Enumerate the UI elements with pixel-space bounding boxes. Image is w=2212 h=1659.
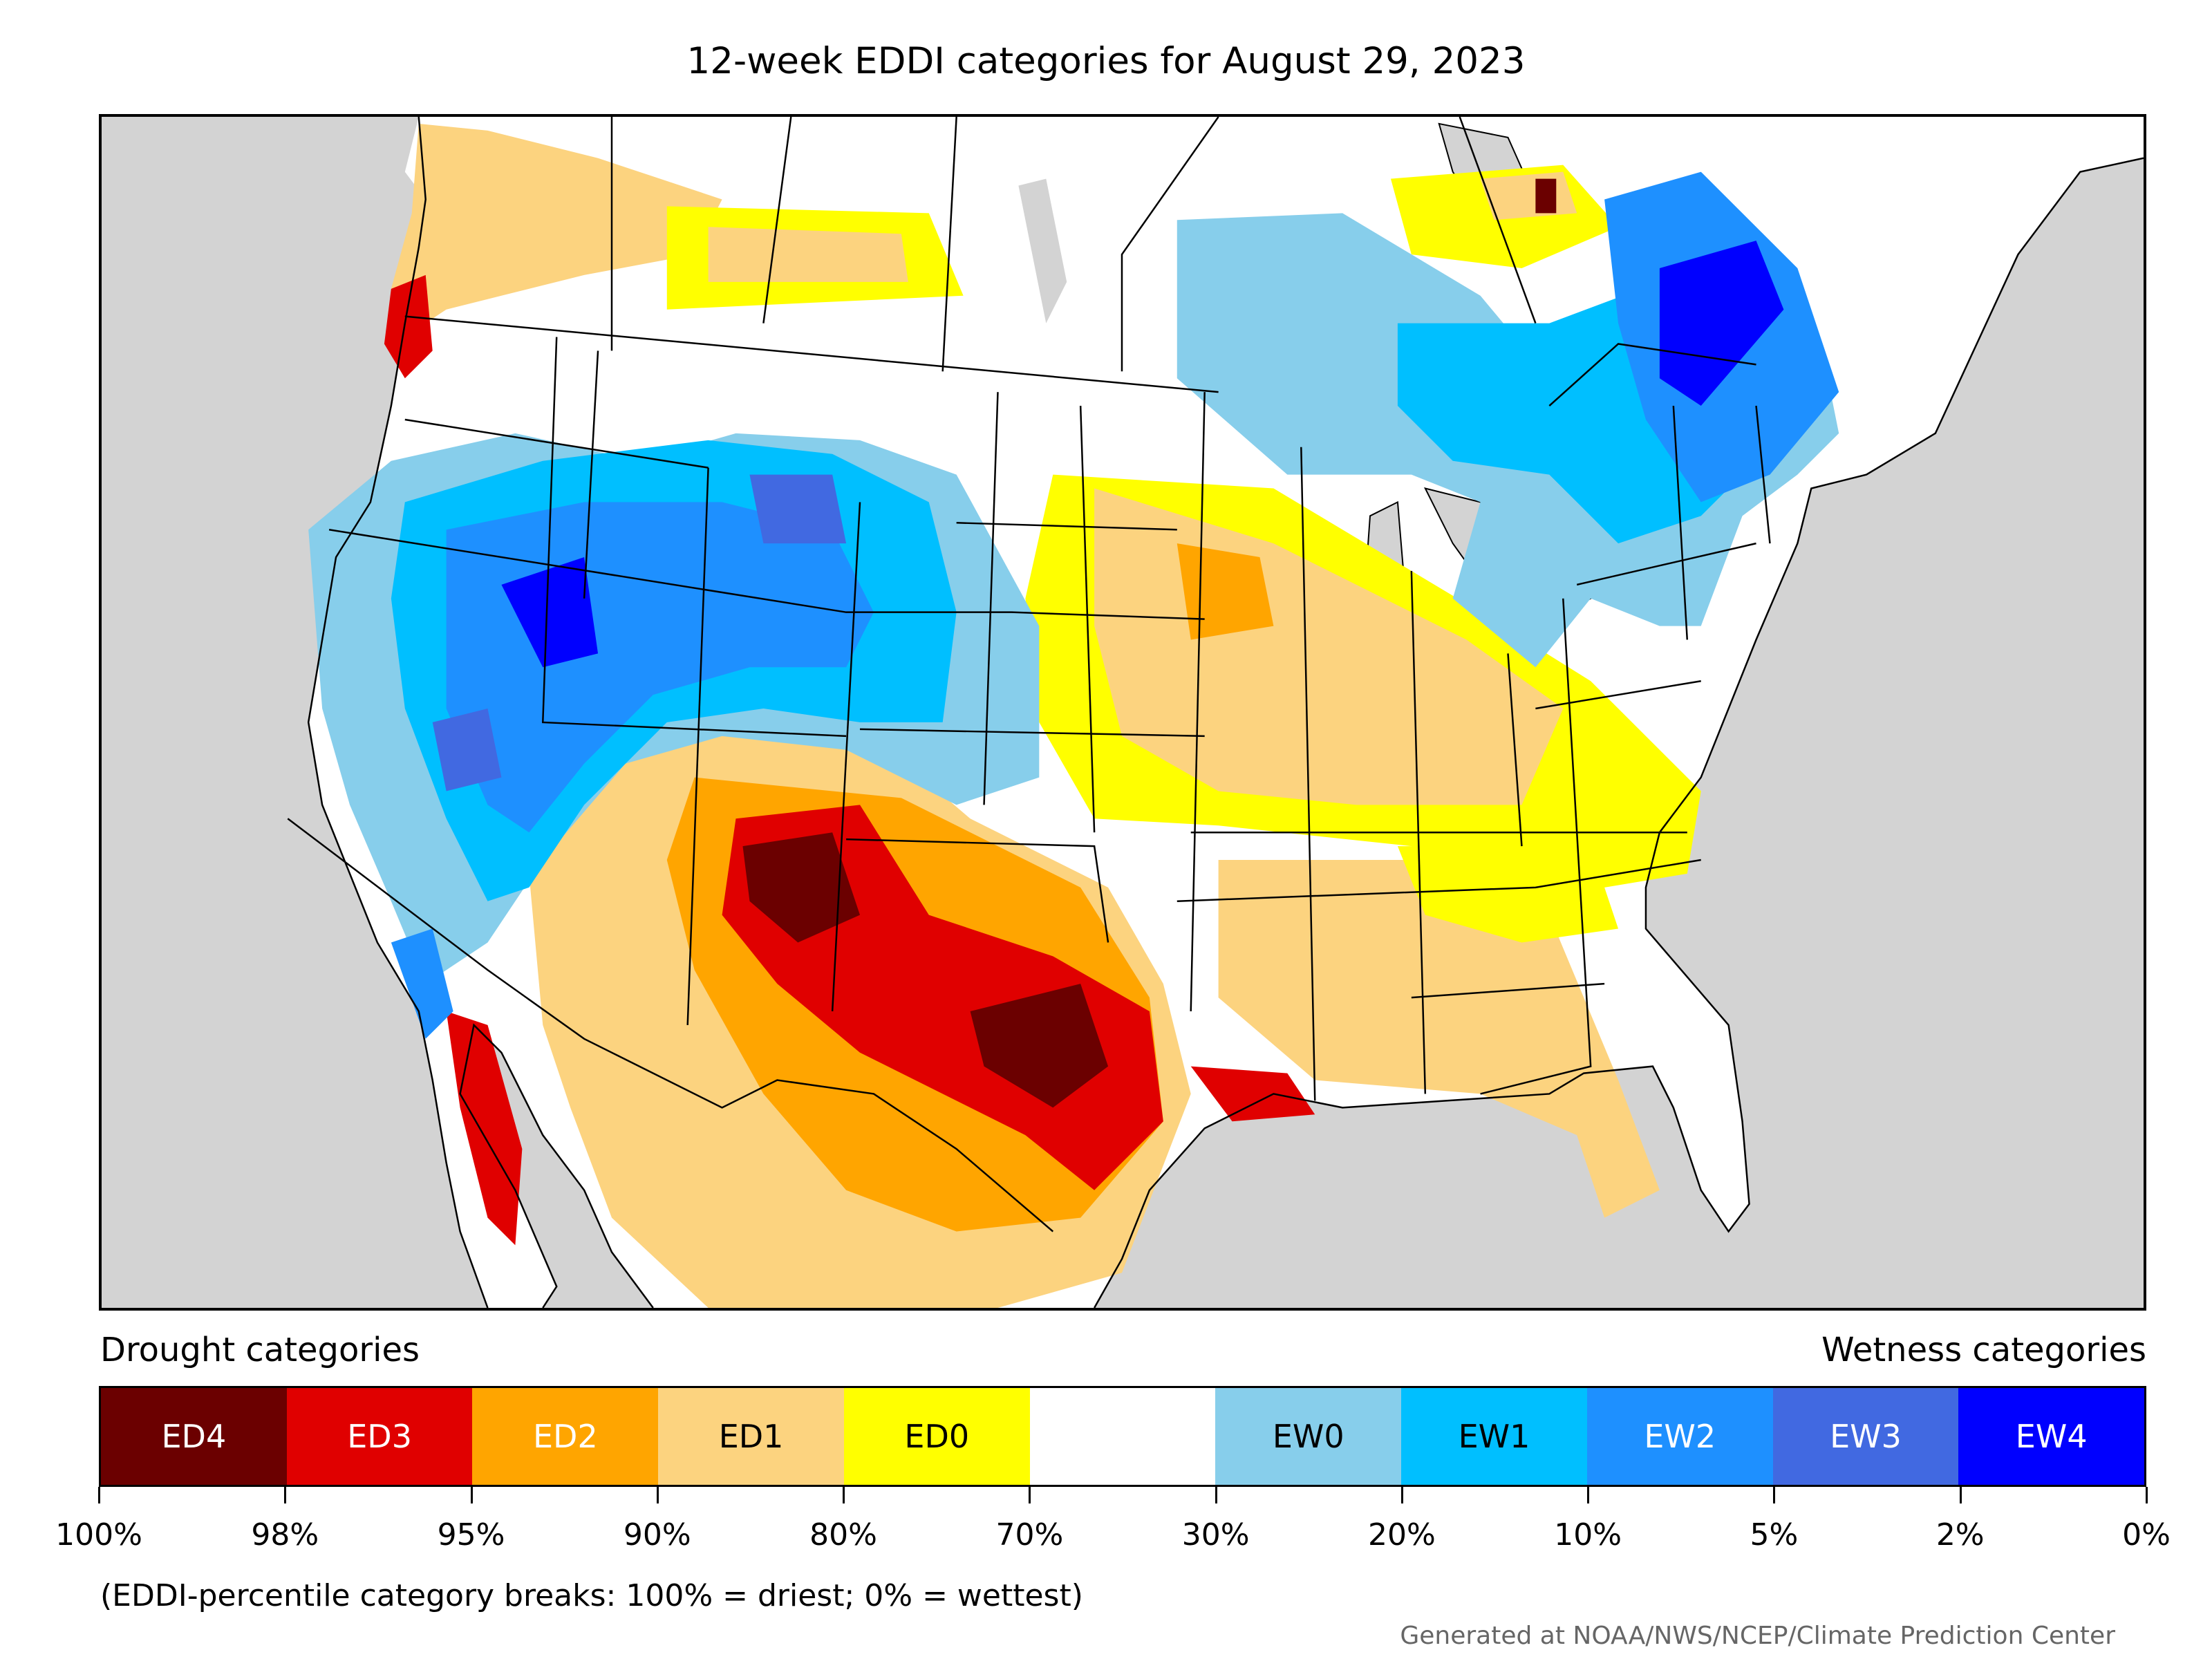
colorbar-tick bbox=[1400, 1487, 1403, 1503]
wetness-categories-heading: Wetness categories bbox=[1821, 1331, 2146, 1369]
colorbar-tick bbox=[98, 1487, 100, 1503]
colorbar-segment-ed2: ED2 bbox=[472, 1388, 659, 1485]
colorbar-tick bbox=[1215, 1487, 1217, 1503]
coastal-ca-ew bbox=[391, 928, 453, 1039]
southeast-ed1 bbox=[1218, 860, 1660, 1218]
quebec-ew4 bbox=[1659, 241, 1784, 406]
colorbar-tick bbox=[470, 1487, 473, 1503]
colorbar-tick bbox=[656, 1487, 659, 1503]
colorbar-segment-ed0: ED0 bbox=[843, 1388, 1030, 1485]
colorbar-tick-label: 95% bbox=[437, 1517, 505, 1553]
colorbar-ticks bbox=[98, 1487, 2148, 1508]
canada-prairies-ed1 bbox=[708, 227, 908, 282]
colorbar-tick-label: 80% bbox=[809, 1517, 877, 1553]
colorbar-tick-label: 20% bbox=[1368, 1517, 1436, 1553]
eddi-map bbox=[99, 114, 2146, 1311]
colorbar-tick-label: 0% bbox=[2122, 1517, 2171, 1553]
colorbar-tick-label: 100% bbox=[55, 1517, 142, 1553]
category-colorbar: ED4 ED3 ED2 ED1 ED0 EW0 EW1 EW2 EW3 EW4 bbox=[99, 1386, 2146, 1487]
iowa-ed2 bbox=[1177, 543, 1274, 640]
colorbar-tick bbox=[284, 1487, 287, 1503]
colorbar-tick-label: 98% bbox=[251, 1517, 319, 1553]
colorbar-segment-ew3: EW3 bbox=[1772, 1388, 1959, 1485]
colorbar-tick bbox=[2146, 1487, 2148, 1503]
colorbar-segment-ew1: EW1 bbox=[1401, 1388, 1587, 1485]
la-ed3 bbox=[1190, 1066, 1315, 1122]
colorbar-tick bbox=[1773, 1487, 1776, 1503]
map-title: 12-week EDDI categories for August 29, 2… bbox=[686, 40, 1526, 82]
colorbar-segment-ed1: ED1 bbox=[658, 1388, 844, 1485]
colorbar-tick-label: 70% bbox=[995, 1517, 1064, 1553]
colorbar-segment-ed4: ED4 bbox=[101, 1388, 287, 1485]
tx-ed4 bbox=[970, 984, 1109, 1108]
colorbar-tick-label: 10% bbox=[1554, 1517, 1622, 1553]
oregon-ed3 bbox=[384, 274, 433, 379]
coastline bbox=[307, 117, 2144, 1308]
colorbar-tick bbox=[1029, 1487, 1031, 1503]
colorbar-segment-ew2: EW2 bbox=[1586, 1388, 1773, 1485]
map-canvas bbox=[102, 117, 2144, 1308]
wyoming-ew3 bbox=[749, 474, 847, 544]
quebec-ed4 bbox=[1535, 178, 1557, 214]
colorbar-segment-neutral bbox=[1029, 1388, 1216, 1485]
idaho-ew4 bbox=[501, 557, 599, 668]
credit-line: Generated at NOAA/NWS/NCEP/Climate Predi… bbox=[1400, 1622, 2115, 1650]
drought-categories-heading: Drought categories bbox=[100, 1331, 420, 1369]
boundaries bbox=[287, 117, 1771, 1232]
colorbar-tick-label: 5% bbox=[1750, 1517, 1799, 1553]
pacific-nw-ed2 bbox=[391, 123, 722, 337]
southeast-ed0 bbox=[1397, 846, 1619, 943]
colorbar-tick bbox=[843, 1487, 845, 1503]
colorbar-tick-label: 90% bbox=[623, 1517, 691, 1553]
colorbar-segment-ew4: EW4 bbox=[1958, 1388, 2145, 1485]
colorbar-tick bbox=[1587, 1487, 1590, 1503]
percentile-note: (EDDI-percentile category breaks: 100% =… bbox=[100, 1578, 1083, 1613]
nm-ed4 bbox=[742, 832, 861, 943]
colorbar-segment-ed3: ED3 bbox=[286, 1388, 473, 1485]
lake-winnipeg bbox=[1018, 178, 1067, 324]
nevada-ew3 bbox=[432, 709, 502, 791]
colorbar-tick bbox=[1959, 1487, 1962, 1503]
colorbar-segment-ew0: EW0 bbox=[1215, 1388, 1402, 1485]
colorbar-tick-label: 30% bbox=[1181, 1517, 1250, 1553]
colorbar-tick-label: 2% bbox=[1936, 1517, 1985, 1553]
